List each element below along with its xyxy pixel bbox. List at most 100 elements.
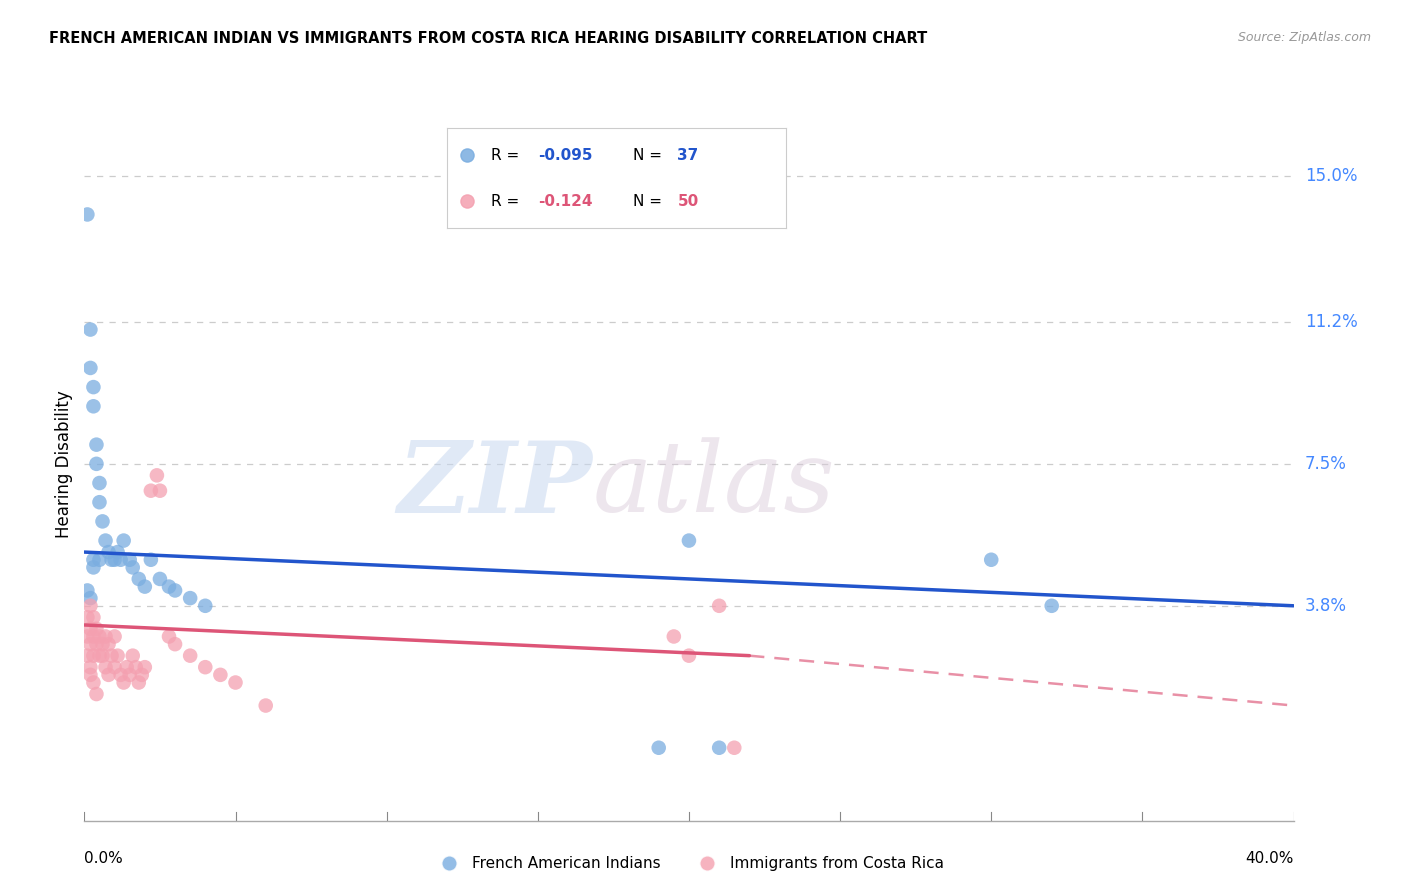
Point — [94, 660, 117, 674]
Point — [89, 630, 111, 644]
Point — [89, 553, 111, 567]
Point — [82, 399, 104, 413]
Point — [125, 660, 148, 674]
Point — [254, 698, 277, 713]
Text: 40.0%: 40.0% — [1246, 851, 1294, 866]
Point — [91, 637, 114, 651]
Point — [456, 194, 478, 209]
Point — [91, 515, 114, 529]
Point — [139, 483, 162, 498]
Text: N =: N = — [633, 148, 668, 163]
Point — [79, 360, 101, 375]
Point — [121, 560, 143, 574]
Point — [115, 660, 138, 674]
Point — [94, 533, 117, 548]
Point — [118, 553, 141, 567]
Point — [76, 630, 98, 644]
Point — [179, 648, 201, 663]
Text: N =: N = — [633, 194, 668, 209]
Point — [94, 630, 117, 644]
Point — [134, 580, 156, 594]
Text: 11.2%: 11.2% — [1305, 313, 1357, 331]
Point — [97, 668, 120, 682]
Point — [86, 622, 108, 636]
Text: 50: 50 — [678, 194, 699, 209]
Text: 37: 37 — [678, 148, 699, 163]
Text: 7.5%: 7.5% — [1305, 455, 1347, 473]
Point — [662, 630, 685, 644]
Point — [163, 637, 186, 651]
Point — [149, 483, 172, 498]
Point — [86, 437, 108, 451]
Point — [79, 599, 101, 613]
Point — [86, 457, 108, 471]
Text: 3.8%: 3.8% — [1305, 597, 1347, 615]
Point — [79, 322, 101, 336]
Point — [76, 648, 98, 663]
Point — [79, 622, 101, 636]
Text: -0.124: -0.124 — [538, 194, 593, 209]
Point — [82, 648, 104, 663]
Point — [86, 637, 108, 651]
Point — [107, 648, 129, 663]
Point — [118, 668, 141, 682]
Point — [456, 148, 478, 162]
Point — [134, 660, 156, 674]
Point — [121, 648, 143, 663]
Point — [76, 207, 98, 221]
Point — [709, 740, 731, 755]
Point — [89, 648, 111, 663]
Point — [82, 610, 104, 624]
Point — [157, 580, 180, 594]
Point — [209, 668, 232, 682]
Text: -0.095: -0.095 — [538, 148, 593, 163]
Point — [723, 740, 745, 755]
Point — [128, 572, 150, 586]
Point — [225, 675, 247, 690]
Point — [104, 553, 127, 567]
Point — [112, 533, 135, 548]
Point — [100, 553, 122, 567]
Point — [104, 630, 127, 644]
Y-axis label: Hearing Disability: Hearing Disability — [55, 390, 73, 538]
Text: ZIP: ZIP — [398, 437, 592, 533]
Legend: French American Indians, Immigrants from Costa Rica: French American Indians, Immigrants from… — [427, 850, 950, 877]
Point — [194, 599, 217, 613]
Point — [709, 599, 731, 613]
Point — [79, 637, 101, 651]
Point — [980, 553, 1002, 567]
Text: atlas: atlas — [592, 438, 835, 533]
Point — [100, 648, 122, 663]
Point — [76, 610, 98, 624]
Point — [104, 660, 127, 674]
Text: 15.0%: 15.0% — [1305, 167, 1357, 186]
Text: R =: R = — [491, 194, 524, 209]
Point — [79, 660, 101, 674]
Text: 0.0%: 0.0% — [84, 851, 124, 866]
Point — [131, 668, 153, 682]
Point — [128, 675, 150, 690]
Point — [97, 637, 120, 651]
Point — [82, 630, 104, 644]
Point — [157, 630, 180, 644]
Point — [678, 648, 700, 663]
Point — [194, 660, 217, 674]
Point — [89, 476, 111, 491]
Text: Source: ZipAtlas.com: Source: ZipAtlas.com — [1237, 31, 1371, 45]
Point — [1040, 599, 1063, 613]
Point — [86, 687, 108, 701]
Point — [82, 560, 104, 574]
Text: FRENCH AMERICAN INDIAN VS IMMIGRANTS FROM COSTA RICA HEARING DISABILITY CORRELAT: FRENCH AMERICAN INDIAN VS IMMIGRANTS FRO… — [49, 31, 928, 46]
Point — [139, 553, 162, 567]
Point — [107, 545, 129, 559]
Point — [82, 380, 104, 394]
Text: R =: R = — [491, 148, 524, 163]
Point — [97, 545, 120, 559]
Point — [82, 553, 104, 567]
Point — [149, 572, 172, 586]
Point — [82, 675, 104, 690]
Point — [163, 583, 186, 598]
Point — [146, 468, 169, 483]
Point — [89, 495, 111, 509]
Point — [110, 668, 132, 682]
